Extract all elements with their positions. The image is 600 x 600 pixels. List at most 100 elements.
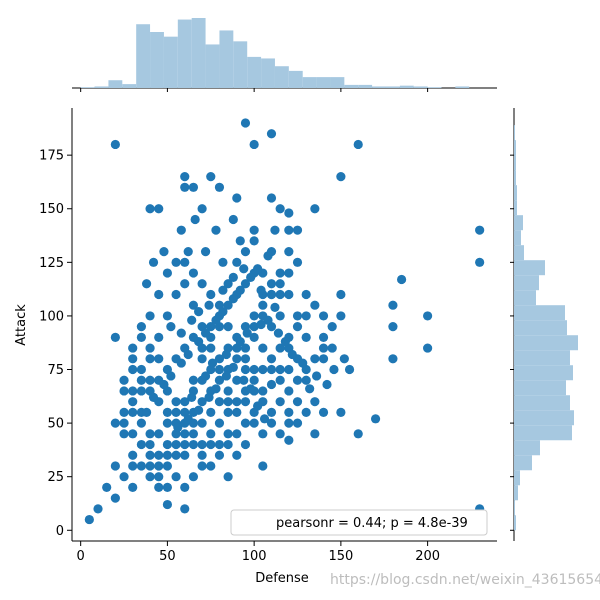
- scatter-point: [249, 364, 259, 375]
- scatter-point: [266, 289, 277, 300]
- scatter-point: [287, 349, 297, 360]
- scatter-point: [310, 204, 320, 214]
- scatter-point: [197, 439, 207, 450]
- scatter-point: [197, 279, 207, 289]
- scatter-point: [339, 354, 349, 364]
- scatter-point: [284, 268, 294, 278]
- scatter-point: [154, 482, 164, 493]
- scatter-point: [171, 397, 181, 407]
- scatter-point: [258, 386, 268, 396]
- y-tick-label: 150: [39, 202, 64, 217]
- scatter-point: [298, 358, 308, 368]
- y-tick-label: 50: [47, 417, 64, 432]
- scatter-point: [180, 429, 190, 439]
- marginal-y-bar: [514, 230, 521, 246]
- scatter-point: [301, 289, 311, 300]
- y-tick-label: 75: [47, 363, 64, 378]
- scatter-point: [223, 472, 233, 482]
- scatter-point: [119, 407, 129, 417]
- scatter-point: [93, 504, 103, 514]
- scatter-point: [259, 414, 270, 424]
- marginal-x-bar: [358, 84, 373, 88]
- scatter-point: [239, 375, 249, 385]
- scatter-point: [206, 343, 216, 353]
- scatter-point: [110, 332, 120, 342]
- scatter-point: [119, 375, 129, 385]
- scatter-point: [171, 257, 181, 267]
- scatter-point: [292, 257, 303, 267]
- scatter-point: [162, 450, 173, 460]
- scatter-point: [228, 272, 238, 282]
- scatter-point: [188, 439, 199, 450]
- scatter-point: [197, 204, 207, 214]
- scatter-point: [318, 407, 329, 417]
- scatter-point: [136, 332, 146, 342]
- scatter-point: [180, 482, 190, 493]
- scatter-point: [275, 375, 285, 385]
- scatter-point: [214, 450, 225, 460]
- scatter-point: [329, 364, 339, 375]
- scatter-point: [292, 322, 303, 332]
- scatter-point: [200, 247, 211, 257]
- scatter-point: [214, 375, 225, 385]
- scatter-point: [370, 414, 381, 424]
- scatter-point: [119, 472, 129, 482]
- scatter-point: [240, 439, 251, 450]
- scatter-point: [223, 439, 233, 450]
- marginal-x-bar: [330, 77, 345, 88]
- scatter-point: [128, 354, 138, 364]
- scatter-point: [266, 279, 277, 289]
- scatter-point: [423, 311, 433, 321]
- marginal-y-bar: [514, 245, 524, 261]
- scatter-point: [258, 429, 268, 439]
- scatter-point: [145, 461, 155, 471]
- scatter-point: [223, 322, 233, 332]
- scatter-point: [176, 358, 186, 368]
- scatter-point: [197, 397, 207, 407]
- scatter-point: [188, 375, 199, 385]
- scatter-point: [171, 450, 181, 460]
- scatter-point: [292, 311, 303, 321]
- scatter-point: [266, 129, 277, 139]
- scatter-point: [256, 319, 266, 330]
- scatter-point: [214, 439, 225, 450]
- y-tick-label: 0: [56, 524, 64, 539]
- scatter-point: [284, 435, 294, 445]
- marginal-y-bar: [514, 395, 570, 411]
- scatter-point: [475, 225, 485, 235]
- marginal-y-bar: [514, 350, 570, 366]
- scatter-point: [211, 225, 221, 235]
- scatter-point: [171, 472, 181, 482]
- scatter-point: [423, 343, 433, 353]
- y-tick-label: 125: [39, 256, 64, 271]
- scatter-point: [154, 204, 164, 214]
- scatter-point: [240, 397, 251, 407]
- scatter-point: [188, 268, 199, 278]
- marginal-y-bar: [514, 365, 573, 381]
- scatter-point: [232, 354, 242, 364]
- marginal-y-bar: [514, 275, 539, 291]
- marginal-y-bar: [514, 425, 572, 441]
- scatter-point: [171, 407, 181, 417]
- marginal-x-bar: [108, 80, 123, 88]
- scatter-point: [232, 397, 242, 407]
- scatter-point: [388, 300, 398, 310]
- scatter-point: [292, 225, 303, 235]
- scatter-point: [136, 461, 146, 471]
- scatter-point: [218, 307, 228, 317]
- marginal-x-bar: [80, 87, 95, 88]
- scatter-point: [128, 407, 138, 417]
- scatter-point: [145, 311, 155, 321]
- scatter-point: [284, 386, 294, 396]
- scatter-point: [310, 397, 320, 407]
- scatter-point: [119, 429, 129, 439]
- scatter-point: [228, 294, 238, 304]
- scatter-point: [240, 247, 251, 257]
- scatter-point: [145, 450, 155, 460]
- scatter-point: [275, 343, 285, 353]
- scatter-point: [206, 439, 216, 450]
- scatter-point: [327, 343, 337, 353]
- scatter-point: [119, 386, 129, 396]
- y-tick-label: 100: [39, 309, 64, 324]
- marginal-y-bar: [514, 185, 517, 201]
